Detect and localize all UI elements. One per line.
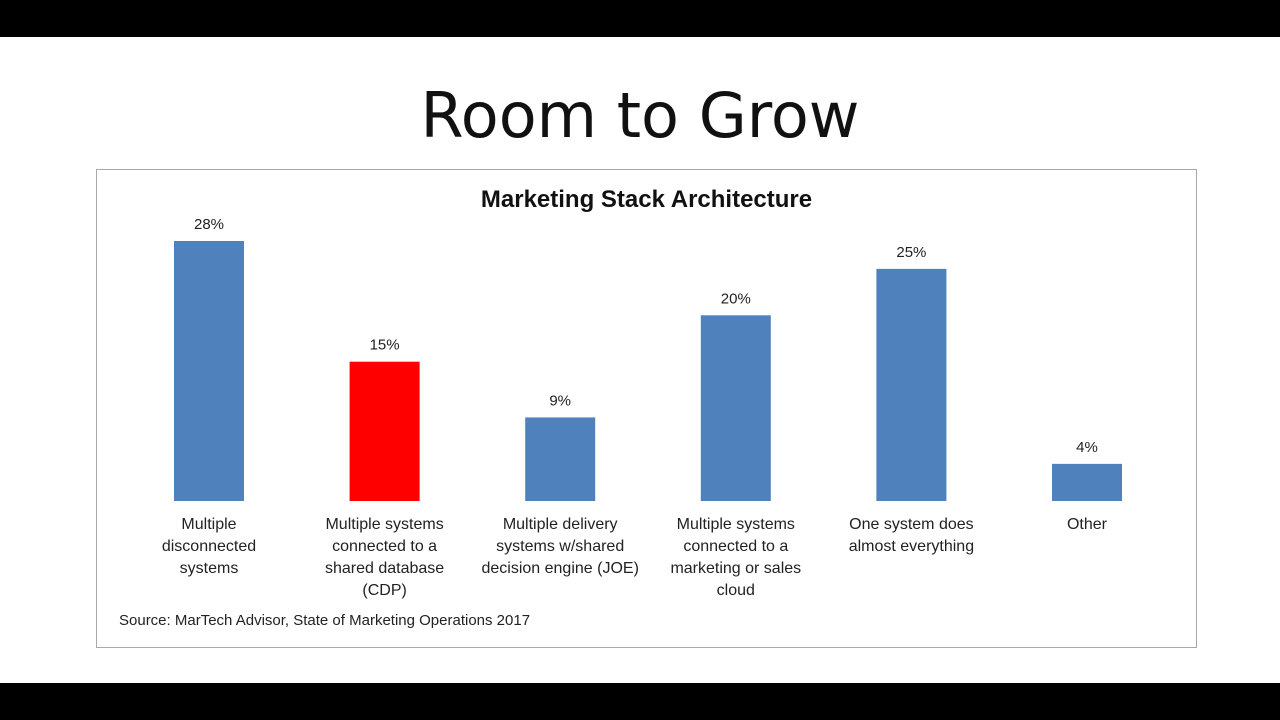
bar-2 (349, 361, 420, 501)
category-label-4: Multiple systems connected to a marketing … (670, 516, 801, 599)
data-label-3: 9% (549, 392, 571, 409)
bar-3 (525, 417, 596, 501)
category-label-3: Multiple delivery systems w/shared decisio… (481, 516, 638, 577)
category-label-1: Multiple disconnected systems (162, 516, 256, 577)
category-label-6: Other (1067, 516, 1108, 533)
chart-source: Source: MarTech Advisor, State of Market… (119, 612, 531, 629)
category-label-2: Multiple systems connected to a shared dat… (325, 516, 444, 599)
category-label-5: One system does almost everything (849, 516, 974, 555)
chart-title: Marketing Stack Architecture (480, 186, 813, 213)
data-label-2: 15% (370, 337, 400, 354)
chart-frame: Marketing Stack Architecture 28% Multiple… (96, 169, 1197, 648)
data-label-4: 20% (721, 290, 751, 307)
bar-chart: 28% Multiple disconnected systems 15% Multipl… (162, 216, 1122, 599)
bar-5 (876, 268, 947, 501)
data-label-1: 28% (194, 216, 224, 233)
data-label-5: 25% (896, 244, 926, 261)
bar-6 (1052, 463, 1122, 501)
slide-title: Room to Grow (420, 79, 860, 152)
bar-1 (174, 241, 244, 501)
data-label-6: 4% (1076, 439, 1098, 456)
bar-4 (700, 315, 771, 501)
slide: Room to Grow Marketing Stack Architectur… (0, 37, 1280, 683)
